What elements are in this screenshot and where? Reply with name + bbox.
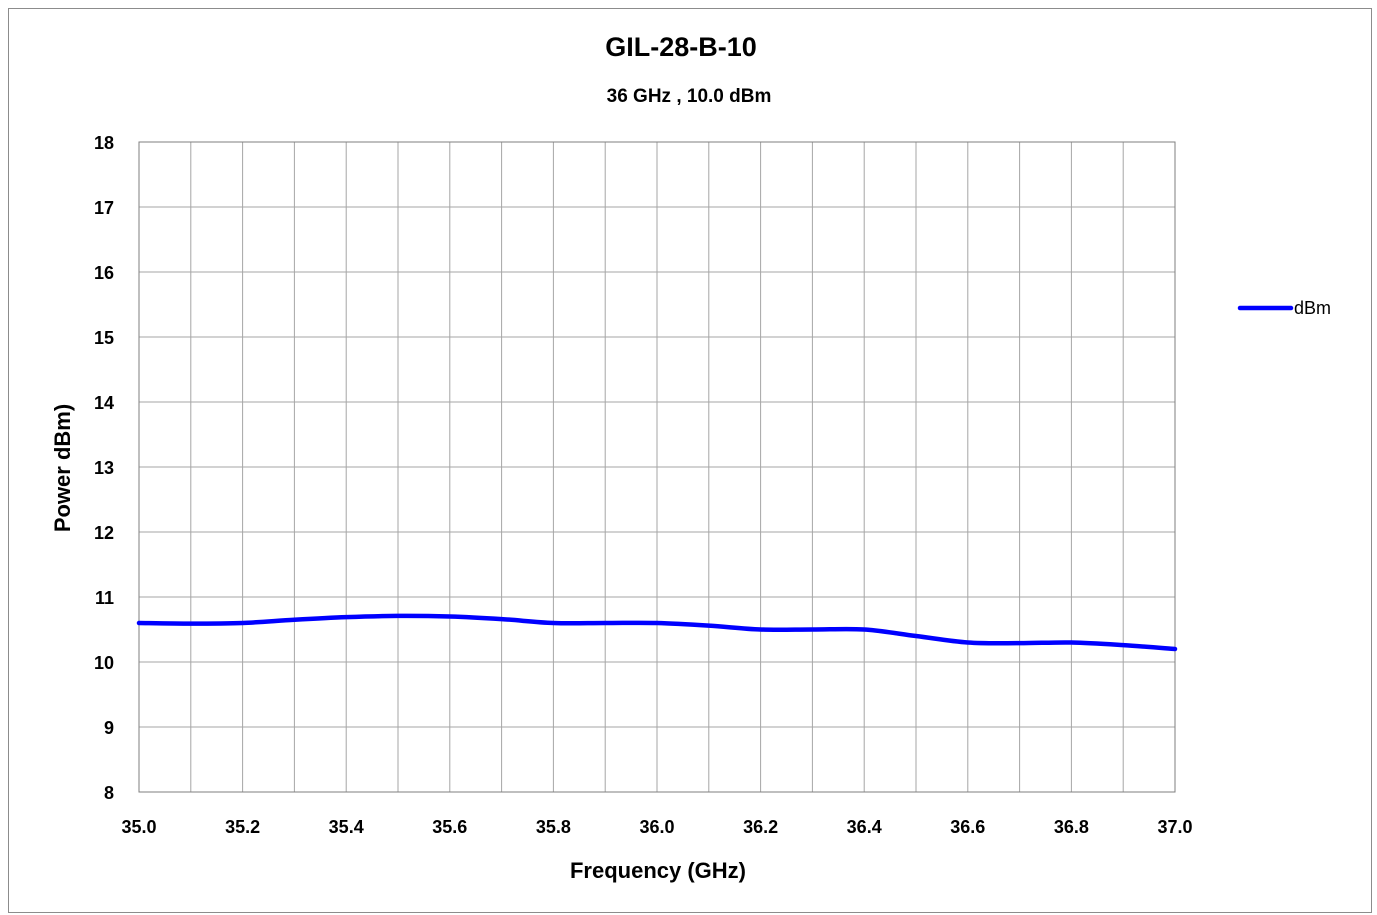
- x-tick-label: 35.6: [432, 817, 467, 837]
- y-tick-label: 12: [94, 523, 114, 543]
- y-tick-label: 10: [94, 653, 114, 673]
- y-tick-label: 14: [94, 393, 114, 413]
- x-axis-title: Frequency (GHz): [570, 858, 746, 883]
- x-tick-label: 35.0: [121, 817, 156, 837]
- grid: [138, 141, 1176, 793]
- chart-title: GIL-28-B-10: [605, 32, 757, 62]
- x-tick-label: 35.2: [225, 817, 260, 837]
- chart-subtitle: 36 GHz , 10.0 dBm: [607, 86, 772, 107]
- series-layer: [136, 613, 1178, 652]
- y-tick-label: 18: [94, 133, 114, 153]
- legend-label: dBm: [1294, 298, 1331, 318]
- series-line-dbm: [136, 613, 1178, 652]
- y-tick-label: 9: [104, 718, 114, 738]
- x-tick-label: 35.4: [329, 817, 364, 837]
- y-tick-label: 17: [94, 198, 114, 218]
- y-axis-title: Power dBm): [50, 404, 75, 532]
- x-tick-label: 36.2: [743, 817, 778, 837]
- plot-area-border: [138, 141, 1176, 793]
- x-tick-labels: 35.0 35.2 35.4 35.6 35.8 36.0 36.2 36.4 36.6 36.8…: [121, 817, 1192, 837]
- x-tick-label: 36.4: [847, 817, 882, 837]
- y-tick-label: 16: [94, 263, 114, 283]
- x-tick-label: 37.0: [1157, 817, 1192, 837]
- chart-frame: [8, 8, 1372, 913]
- y-tick-label: 15: [94, 328, 114, 348]
- y-tick-labels: 8 9 10 11 12 13 14 15 16 17 18: [94, 133, 114, 803]
- y-tick-label: 11: [95, 588, 114, 608]
- x-tick-label: 36.0: [639, 817, 674, 837]
- x-tick-label: 36.6: [950, 817, 985, 837]
- x-tick-label: 35.8: [536, 817, 571, 837]
- y-tick-label: 13: [94, 458, 114, 478]
- legend: dBm: [1237, 298, 1331, 318]
- y-tick-label: 8: [104, 783, 114, 803]
- x-tick-label: 36.8: [1054, 817, 1089, 837]
